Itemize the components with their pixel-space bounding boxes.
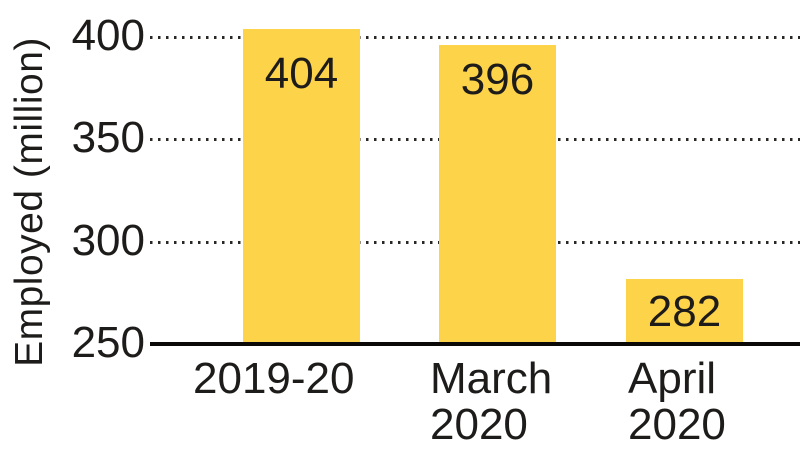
- bar-march-2020: 396: [439, 45, 556, 346]
- x-tick-label-march-2020: March 2020: [430, 354, 553, 449]
- y-tick-label-300: 300: [71, 216, 145, 265]
- y-tick-label-400: 400: [71, 11, 145, 60]
- y-axis-title: Employed (million): [8, 37, 51, 367]
- bar-value-label: 396: [460, 55, 535, 104]
- x-tick-label-april-2020: April 2020: [628, 354, 726, 449]
- bar-april-2020: 282: [626, 279, 743, 346]
- gridline-400: [150, 36, 800, 39]
- x-axis-baseline: [150, 342, 800, 346]
- bar-value-label: 282: [647, 287, 722, 336]
- x-tick-label-2019-20: 2019-20: [193, 354, 355, 403]
- bar-value-label: 404: [264, 49, 339, 98]
- bar-2019-20: 404: [243, 29, 360, 346]
- y-tick-label-250: 250: [71, 318, 145, 367]
- y-tick-label-350: 350: [71, 113, 145, 162]
